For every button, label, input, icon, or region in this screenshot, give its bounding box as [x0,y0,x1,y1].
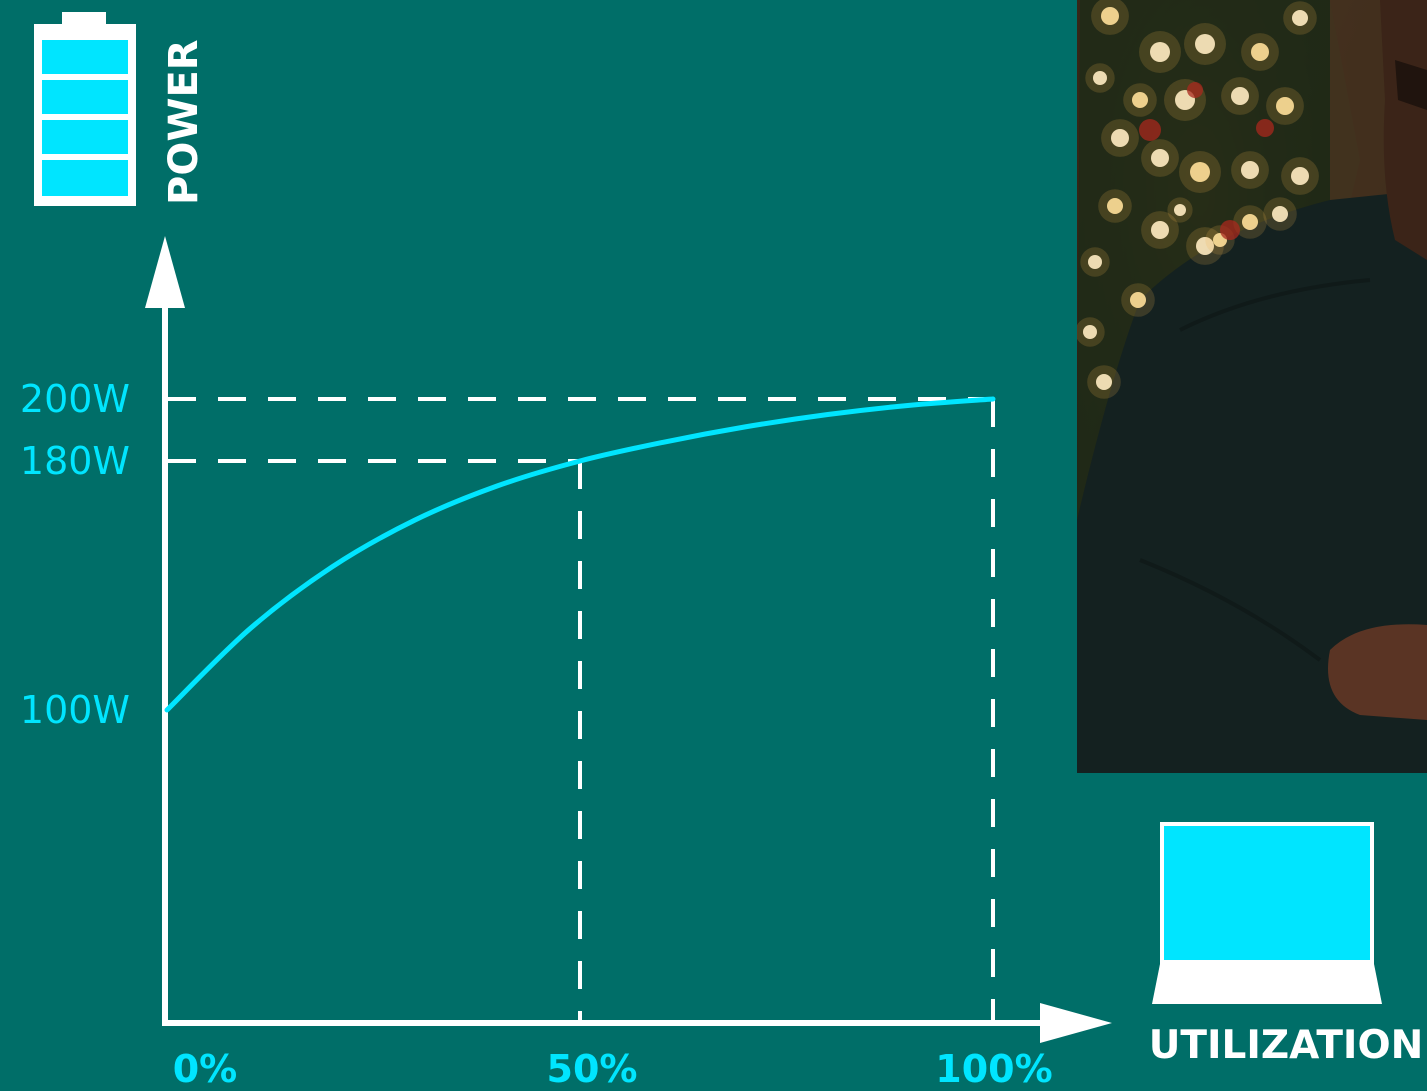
person-sweater [1077,190,1427,773]
bokeh-light [1151,149,1169,167]
bokeh-glow [1233,205,1267,239]
bokeh-light [1151,221,1169,239]
bokeh-glow [1184,23,1226,65]
bokeh-light [1093,71,1107,85]
bokeh-light [1276,97,1294,115]
bokeh-light [1291,167,1309,185]
bokeh-light [1101,7,1119,25]
guide-lines [168,397,995,1020]
bokeh-glow [1221,77,1259,115]
bokeh-light [1241,161,1259,179]
y-tick-label: 180W [20,439,130,483]
bokeh-light [1130,292,1146,308]
bokeh-glow [1139,31,1181,73]
x-tick-label: 50% [547,1047,638,1091]
y-tick-label: 200W [20,377,130,421]
bokeh-light [1195,34,1215,54]
bokeh-glow [1241,33,1279,71]
bokeh-light [1196,237,1214,255]
bokeh-light [1088,255,1102,269]
series-line-0 [164,396,996,713]
axes [145,236,1112,1043]
bokeh-glow [1098,189,1132,223]
x-axis-label: UTILIZATION [1149,1023,1424,1068]
tick-labels: 100W 180W 200W 0% 50% 100% [20,377,1053,1091]
battery-icon [34,12,136,206]
bokeh-glow [1167,197,1193,223]
bokeh-glow [1283,1,1317,35]
bokeh-light [1190,162,1210,182]
bokeh-glow [1121,283,1155,317]
bokeh-light [1174,204,1186,216]
bokeh-light [1132,92,1148,108]
x-axis-arrow [1040,1003,1112,1043]
bokeh-lights [1077,0,1319,399]
bokeh-glow [1101,119,1139,157]
bokeh-glow [1141,211,1179,249]
x-tick-label: 0% [173,1047,238,1091]
laptop-icon [1152,822,1382,1004]
y-axis-arrow [145,236,185,308]
bokeh-glow [1141,139,1179,177]
data-series [164,396,996,713]
person-hand [1328,624,1427,720]
bokeh-glow [1091,0,1129,35]
bokeh-light [1111,129,1129,147]
photo-panel [1077,0,1427,773]
y-tick-label: 100W [20,688,130,732]
bokeh-glow [1281,157,1319,195]
x-tick-label: 100% [935,1047,1052,1091]
bokeh-glow [1123,83,1157,117]
ornament [1256,119,1274,137]
bokeh-light [1242,214,1258,230]
bokeh-glow [1077,317,1105,347]
ornament [1220,220,1240,240]
ornament [1187,82,1203,98]
bokeh-glow [1087,365,1121,399]
bokeh-glow [1080,247,1110,277]
bokeh-light [1150,42,1170,62]
bokeh-glow [1231,151,1269,189]
ornament [1139,119,1161,141]
bokeh-light [1251,43,1269,61]
bokeh-light [1107,198,1123,214]
bokeh-light [1083,325,1097,339]
bokeh-glow [1085,63,1115,93]
bokeh-glow [1179,151,1221,193]
bokeh-glow [1263,197,1297,231]
y-axis-label: POWER [161,39,207,205]
bokeh-light [1096,374,1112,390]
bokeh-light [1231,87,1249,105]
bokeh-glow [1266,87,1304,125]
bokeh-light [1292,10,1308,26]
bokeh-light [1272,206,1288,222]
